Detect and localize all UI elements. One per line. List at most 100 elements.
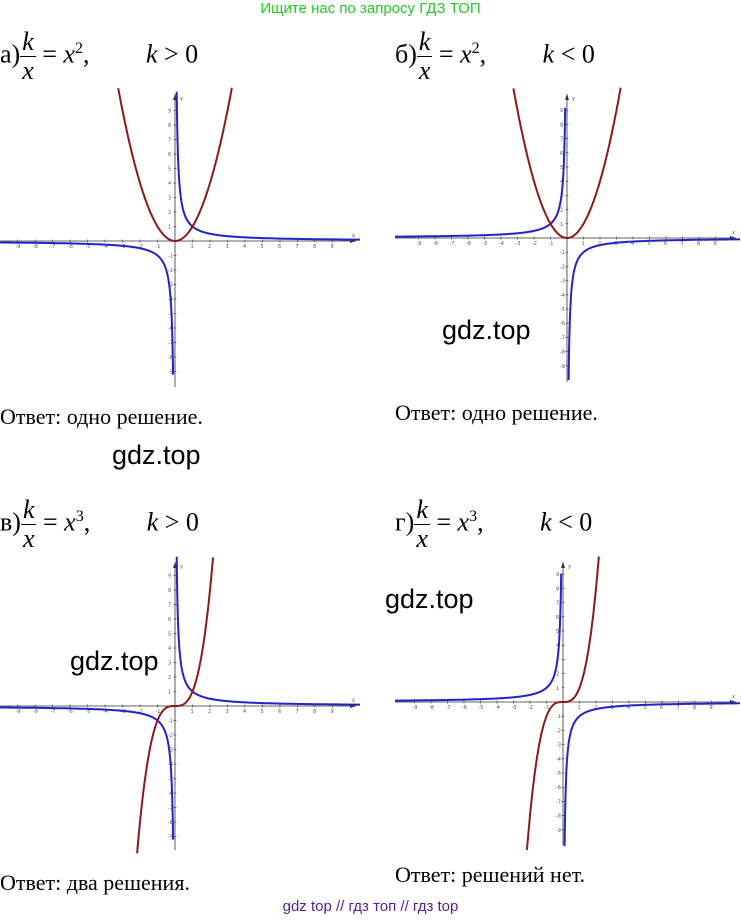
y-tick-label: -1 bbox=[168, 254, 173, 260]
x-tick-label: -4 bbox=[103, 709, 108, 715]
x-tick-label: -9 bbox=[16, 709, 21, 715]
y-tick-label: 4 bbox=[560, 179, 563, 185]
x-tick-label: -7 bbox=[450, 241, 455, 247]
graph-a: x y -9 -8 -7 -6 -5 -4 -3 -2 -1 1 2 3 4 5 6 7 8 9 -9 -8 -7 -6 -5 -… bbox=[0, 87, 360, 387]
y-tick-label: -7 bbox=[168, 806, 173, 812]
x-tick-label: 9 bbox=[331, 709, 334, 715]
y-axis-arrow bbox=[561, 562, 565, 568]
y-tick-label: 6 bbox=[556, 615, 559, 621]
y-tick-label: -5 bbox=[168, 312, 173, 318]
x-tick-label: -4 bbox=[495, 705, 500, 711]
y-tick-label: -6 bbox=[168, 326, 173, 332]
x-tick-label: -9 bbox=[417, 241, 422, 247]
y-tick-label: 1 bbox=[560, 222, 563, 228]
panel-label: г) bbox=[395, 507, 415, 537]
x-tick-label: 8 bbox=[313, 244, 316, 250]
x-tick-label: 3 bbox=[226, 244, 229, 250]
x-tick-label: 1 bbox=[191, 244, 194, 250]
curve-y1x bbox=[563, 702, 740, 847]
x-tick-label: 8 bbox=[313, 709, 316, 715]
x-tick-label: 2 bbox=[598, 241, 601, 247]
x-axis-label: x bbox=[352, 233, 355, 239]
x-tick-label: 2 bbox=[208, 244, 211, 250]
y-tick-label: -2 bbox=[556, 728, 561, 734]
y-axis-label: y bbox=[180, 564, 183, 570]
x-tick-label: 4 bbox=[627, 705, 630, 711]
watermark: gdz.top bbox=[112, 440, 201, 470]
y-tick-label: 9 bbox=[168, 574, 171, 580]
x-tick-label: -3 bbox=[512, 705, 517, 711]
x-tick-label: 5 bbox=[648, 241, 651, 247]
x-tick-label: 5 bbox=[644, 705, 647, 711]
y-tick-label: -4 bbox=[556, 757, 561, 763]
y-tick-label: 4 bbox=[556, 643, 559, 649]
x-axis-label: x bbox=[732, 694, 735, 700]
curve-y1x bbox=[567, 238, 740, 381]
y-tick-label: -7 bbox=[560, 335, 565, 341]
footer-links[interactable]: gdz top // гдз топ // гдз top bbox=[282, 898, 459, 915]
equation-d: г) k x = x3, k < 0 bbox=[395, 495, 593, 553]
header-link[interactable]: Ищите нас по запросу ГДЗ ТОП bbox=[260, 0, 481, 17]
x-tick-label: 6 bbox=[278, 709, 281, 715]
curve-y1x bbox=[395, 573, 563, 702]
x-tick-label: -4 bbox=[499, 241, 504, 247]
x-tick-label: 1 bbox=[191, 709, 194, 715]
x-tick-label: 5 bbox=[261, 244, 264, 250]
y-tick-label: -1 bbox=[168, 719, 173, 725]
x-tick-label: 1 bbox=[582, 241, 585, 247]
y-tick-label: -9 bbox=[560, 364, 565, 370]
y-tick-label: -8 bbox=[556, 814, 561, 820]
x-tick-label: -9 bbox=[16, 244, 21, 250]
y-tick-label: 2 bbox=[560, 208, 563, 214]
x-tick-label: -6 bbox=[466, 241, 471, 247]
curve-yx3 bbox=[136, 557, 214, 854]
y-tick-label: -2 bbox=[168, 733, 173, 739]
y-tick-label: -3 bbox=[168, 748, 173, 754]
y-tick-label: -8 bbox=[168, 355, 173, 361]
answer-a: Ответ: одно решение. bbox=[0, 404, 203, 429]
x-tick-label: 8 bbox=[693, 705, 696, 711]
y-tick-label: -5 bbox=[560, 307, 565, 313]
x-axis-label: x bbox=[732, 230, 735, 236]
y-tick-label: 7 bbox=[556, 601, 559, 607]
watermark: gdz.top bbox=[442, 315, 531, 345]
curve-yx3 bbox=[526, 556, 600, 850]
y-tick-label: 2 bbox=[168, 210, 171, 216]
y-tick-label: 1 bbox=[556, 686, 559, 692]
answer-d: Ответ: решений нет. bbox=[395, 862, 586, 887]
panel-label: а) bbox=[0, 39, 21, 69]
watermark: gdz.top bbox=[385, 584, 474, 614]
graph-c: x y -9 -8 -7 -6 -5 -4 -3 -2 -1 1 2 3 4 5 6 7 8 9 -9 -8 -7 -6 -5 -… bbox=[0, 556, 360, 854]
curve-y1x bbox=[175, 556, 360, 706]
y-tick-label: -6 bbox=[556, 785, 561, 791]
y-tick-label: 4 bbox=[168, 181, 171, 187]
x-tick-label: 7 bbox=[681, 241, 684, 247]
y-tick-label: -2 bbox=[560, 264, 565, 270]
x-tick-label: -5 bbox=[483, 241, 488, 247]
y-tick-label: -5 bbox=[556, 771, 561, 777]
y-tick-label: 6 bbox=[168, 617, 171, 623]
y-tick-label: 5 bbox=[168, 167, 171, 173]
x-tick-label: 6 bbox=[660, 705, 663, 711]
equation-a: а) k x = x2, k > 0 bbox=[0, 27, 199, 85]
x-tick-label: 4 bbox=[243, 709, 246, 715]
y-tick-label: -8 bbox=[168, 820, 173, 826]
x-tick-label: -9 bbox=[413, 705, 418, 711]
x-tick-label: 2 bbox=[208, 709, 211, 715]
y-tick-label: -7 bbox=[168, 341, 173, 347]
y-tick-label: 1 bbox=[168, 225, 171, 231]
y-tick-label: -9 bbox=[168, 370, 173, 376]
y-tick-label: 4 bbox=[168, 646, 171, 652]
curve-y1x bbox=[175, 91, 360, 241]
y-tick-label: 9 bbox=[556, 572, 559, 578]
y-tick-label: -4 bbox=[560, 293, 565, 299]
y-tick-label: -9 bbox=[168, 835, 173, 841]
y-tick-label: -1 bbox=[556, 714, 561, 720]
x-tick-label: 2 bbox=[594, 705, 597, 711]
y-axis-label: y bbox=[180, 96, 183, 102]
x-tick-label: -6 bbox=[68, 709, 73, 715]
x-tick-label: -2 bbox=[528, 705, 533, 711]
